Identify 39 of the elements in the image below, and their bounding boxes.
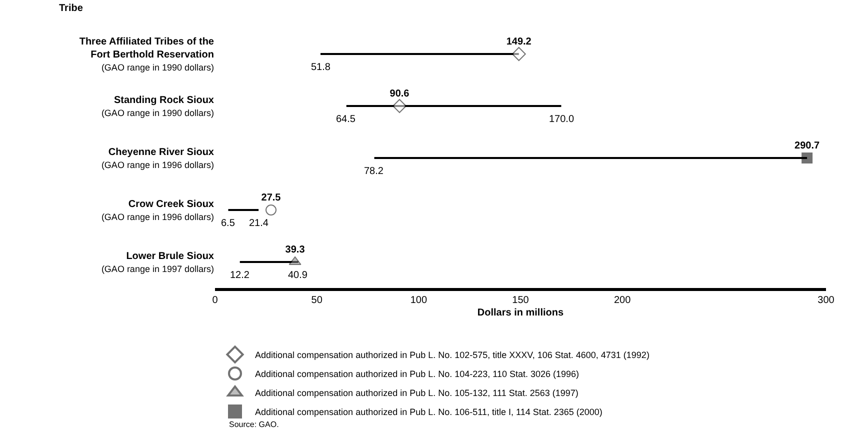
x-tick-label: 300 — [818, 295, 835, 306]
y-tick-label: Standing Rock Sioux (GAO range in 1990 dollars) — [101, 95, 214, 118]
annotation: 51.8 — [311, 62, 331, 73]
x-tick-label: 100 — [410, 295, 428, 306]
point — [266, 204, 277, 216]
annotation: 6.5 — [221, 218, 236, 229]
x-tick-label: 0 — [212, 295, 218, 306]
data-label: 90.6 — [390, 88, 410, 100]
legend-label: Additional compensation authorized in Pub L. No. 104-223, 110 Stat. 3026 (1996) — [255, 369, 580, 380]
data-label: 290.7 — [794, 140, 820, 152]
y-tick-label: Crow Creek Sioux (GAO range in 1996 dollars) — [101, 199, 214, 222]
annotation: 40.9 — [288, 270, 308, 281]
legend-label: Additional compensation authorized in Pub L. No. 106-511, title I, 114 Stat. 2365 (2000) — [255, 407, 602, 418]
annotation: 170.0 — [549, 114, 574, 125]
annotation: 78.2 — [364, 166, 384, 177]
annotation: 21.4 — [249, 218, 269, 229]
y-tick-label: Cheyenne River Sioux (GAO range in 1996 dollars) — [101, 147, 214, 170]
bar — [228, 209, 259, 211]
legend-label: Additional compensation authorized in Pub L. No. 105-132, 111 Stat. 2563 (1997) — [255, 388, 578, 398]
point — [512, 47, 526, 61]
x-axis-title: Dollars in millions — [477, 308, 564, 318]
legend-label: Additional compensation authorized in Pub L. No. 102-575, title XXXV, 106 Stat. 4600, 4731 (1992) — [255, 350, 650, 360]
bar — [346, 105, 562, 107]
source-note: Source: GAO. — [229, 420, 279, 429]
point — [392, 99, 407, 113]
y-axis-title: Tribe — [59, 3, 84, 14]
annotation: 64.5 — [336, 114, 356, 125]
annotation: 12.2 — [230, 270, 250, 281]
y-tick-label: Three Affiliated Tribes of the Fort Berthold Reservation (GAO range in 1990 dollars) — [79, 36, 214, 72]
x-tick-label: 50 — [311, 295, 323, 306]
y-tick-label: Lower Brule Sioux (GAO range in 1997 dollars) — [101, 251, 214, 274]
x-tick-label: 150 — [512, 295, 530, 306]
data-label: 149.2 — [506, 36, 532, 48]
data-label: 39.3 — [285, 244, 306, 256]
bar — [240, 261, 298, 263]
point — [802, 152, 813, 164]
x-tick-label: 200 — [614, 295, 632, 306]
bar — [374, 157, 808, 159]
data-label: 27.5 — [261, 192, 282, 204]
